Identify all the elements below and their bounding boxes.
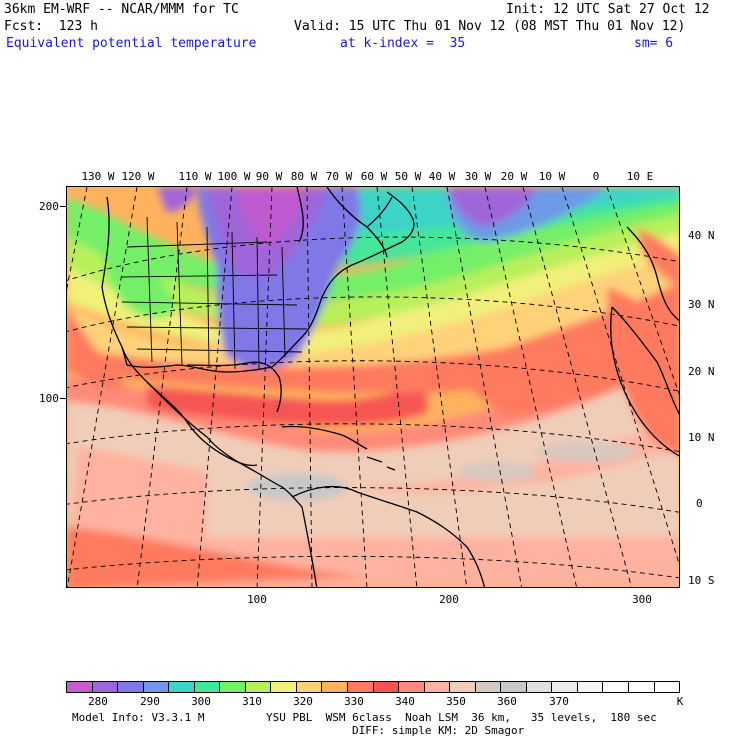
grid-x-label: 100	[247, 593, 267, 606]
colorbar-swatch	[118, 682, 144, 692]
colorbar-swatch	[629, 682, 655, 692]
lon-label: 80 W	[290, 170, 318, 183]
grid-tick	[60, 398, 66, 399]
model-title: 36km EM-WRF -- NCAR/MMM for TC	[4, 2, 239, 17]
colorbar	[66, 681, 680, 693]
lat-label: 20 N	[688, 365, 715, 378]
lon-label: 130 W	[81, 170, 115, 183]
colorbar-swatch	[399, 682, 425, 692]
colorbar-swatch	[603, 682, 630, 692]
lon-label: 10 E	[626, 170, 654, 183]
colorbar-label: 340	[395, 695, 415, 708]
colorbar-units: K	[676, 695, 684, 708]
lat-label: 0	[696, 497, 703, 510]
level-info: at k-index = 35	[340, 36, 466, 51]
lat-label: 10 S	[688, 574, 715, 587]
lon-label: 70 W	[325, 170, 353, 183]
colorbar-swatch	[271, 682, 297, 692]
colorbar-swatch	[424, 682, 451, 692]
colorbar-label: 310	[242, 695, 262, 708]
colorbar-swatch	[92, 682, 119, 692]
model-info: Model Info: V3.3.1 M	[72, 711, 205, 724]
colorbar-swatch	[373, 682, 400, 692]
colorbar-label: 360	[497, 695, 517, 708]
grid-x-label: 200	[439, 593, 459, 606]
colorbar-swatch	[169, 682, 195, 692]
colorbar-swatch	[143, 682, 170, 692]
lon-label: 120 W	[121, 170, 155, 183]
colorbar-label: 330	[344, 695, 364, 708]
colorbar-swatch	[654, 682, 680, 692]
lat-label: 40 N	[688, 229, 715, 242]
grid-x-label: 300	[632, 593, 652, 606]
lon-label: 10 W	[538, 170, 566, 183]
colorbar-swatch	[296, 682, 323, 692]
colorbar-swatch	[526, 682, 553, 692]
init-time: Init: 12 UTC Sat 27 Oct 12	[506, 2, 710, 17]
lon-label: 60 W	[360, 170, 388, 183]
colorbar-label: 290	[140, 695, 160, 708]
grid-y-label: 200	[39, 200, 59, 213]
colorbar-swatch	[501, 682, 527, 692]
colorbar-swatch	[577, 682, 604, 692]
valid-time: Valid: 15 UTC Thu 01 Nov 12 (08 MST Thu …	[294, 19, 686, 34]
lon-label: 40 W	[428, 170, 456, 183]
colorbar-swatch	[552, 682, 578, 692]
lat-label: 10 N	[688, 431, 715, 444]
colorbar-label: 300	[191, 695, 211, 708]
colorbar-swatch	[245, 682, 272, 692]
field-name: Equivalent potential temperature	[6, 36, 257, 51]
lon-label: 110 W	[178, 170, 212, 183]
theta-e-field	[67, 187, 679, 587]
colorbar-label: 320	[293, 695, 313, 708]
lon-label: 90 W	[255, 170, 283, 183]
lat-label: 30 N	[688, 298, 715, 311]
lon-label: 20 W	[500, 170, 528, 183]
lon-label: 100 W	[217, 170, 251, 183]
colorbar-label: 280	[88, 695, 108, 708]
colorbar-label: 370	[549, 695, 569, 708]
colorbar-swatch	[475, 682, 502, 692]
lon-label: 0	[592, 170, 600, 183]
lon-label: 30 W	[464, 170, 492, 183]
map-panel	[66, 186, 680, 588]
grid-y-label: 100	[39, 392, 59, 405]
diffusion-info: DIFF: simple KM: 2D Smagor	[352, 724, 525, 737]
colorbar-swatch	[322, 682, 349, 692]
forecast-hour: Fcst: 123 h	[4, 19, 98, 34]
physics-info: YSU PBL WSM 6class Noah LSM 36 km, 35 le…	[266, 711, 657, 724]
colorbar-swatch	[194, 682, 221, 692]
colorbar-swatch	[220, 682, 246, 692]
smoothing-info: sm= 6	[634, 36, 674, 51]
grid-tick	[60, 206, 66, 207]
colorbar-swatch	[348, 682, 374, 692]
colorbar-swatch	[67, 682, 93, 692]
lon-label: 50 W	[394, 170, 422, 183]
colorbar-swatch	[450, 682, 476, 692]
colorbar-label: 350	[446, 695, 466, 708]
